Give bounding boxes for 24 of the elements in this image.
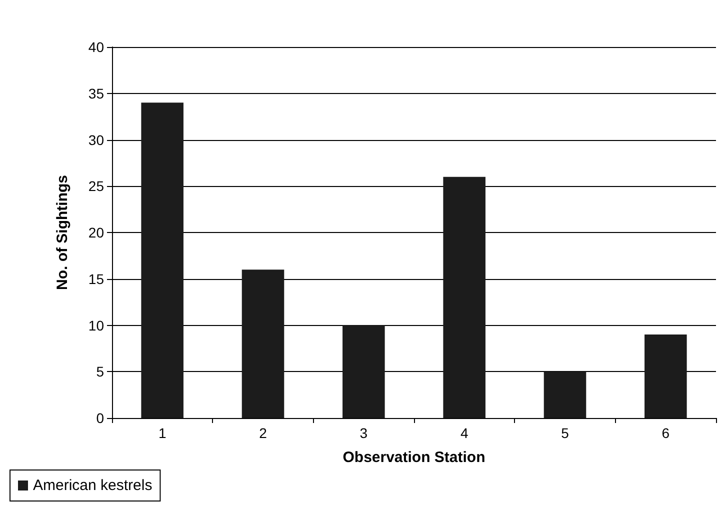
- x-tick-label: 4: [460, 425, 468, 441]
- y-tick-label: 20: [88, 224, 104, 240]
- bar: [443, 176, 486, 418]
- bar: [544, 372, 586, 418]
- x-tick-label: 2: [259, 425, 268, 441]
- x-axis-title: Observation Station: [342, 449, 486, 466]
- y-tick-label: 35: [88, 85, 104, 102]
- legend-label: American kestrels: [33, 477, 152, 494]
- y-tick-label: 0: [96, 410, 104, 426]
- y-tick-label: 40: [88, 39, 104, 55]
- bar: [141, 102, 184, 418]
- x-tick-label: 6: [662, 425, 670, 441]
- x-tick-label: 3: [360, 425, 368, 441]
- bar: [644, 334, 687, 418]
- x-tick-label: 5: [561, 425, 570, 441]
- bar: [342, 325, 385, 418]
- y-tick-label: 30: [88, 132, 104, 148]
- y-tick-label: 5: [96, 364, 104, 380]
- bar: [242, 270, 284, 418]
- y-axis-title: No. of Sightings: [54, 175, 71, 290]
- x-tick-label: 1: [158, 425, 166, 441]
- y-tick-label: 10: [88, 317, 104, 334]
- y-tick-label: 15: [88, 270, 104, 287]
- y-tick-label: 25: [88, 178, 104, 194]
